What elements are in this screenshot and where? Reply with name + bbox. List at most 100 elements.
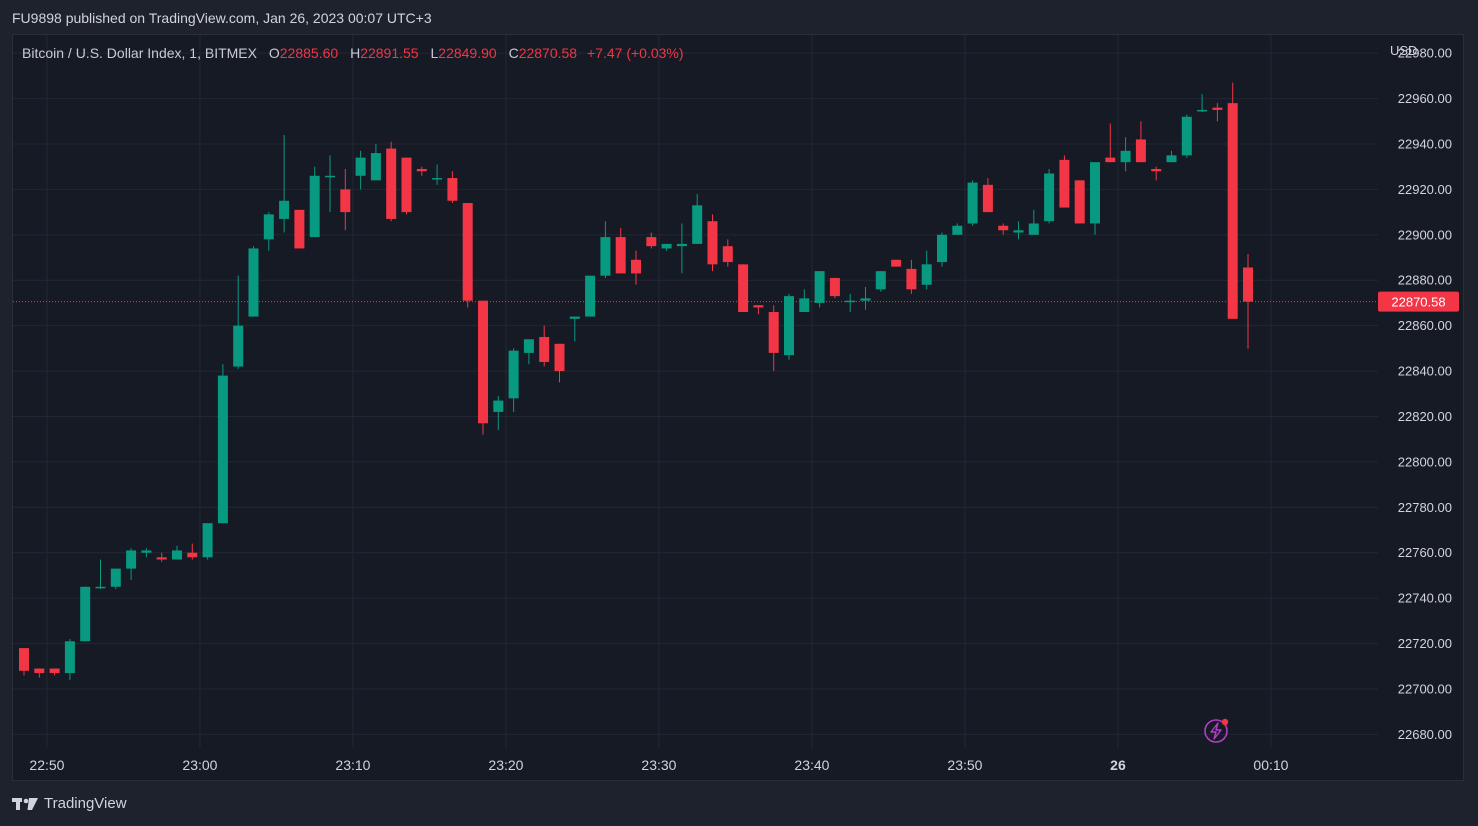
- candle-body: [799, 298, 810, 313]
- candle-body: [1197, 109, 1208, 112]
- close-label: C: [508, 45, 519, 61]
- candle-body: [967, 182, 978, 224]
- candle-body: [906, 268, 917, 290]
- time-tick-label: 23:20: [488, 757, 523, 773]
- candle-body: [692, 205, 703, 244]
- time-axis: 22:50 23:00 23:10 23:20 23:30 23:40 23:50 26 00:…: [29, 757, 1288, 773]
- candle-body: [217, 375, 228, 524]
- price-tick-label: 22700.00: [1398, 681, 1452, 696]
- lightning-alert-icon[interactable]: [1204, 718, 1229, 743]
- time-tick-label: 26: [1110, 757, 1126, 773]
- candle-body: [523, 339, 534, 353]
- candle-body: [661, 243, 672, 249]
- alert-dot: [1221, 718, 1229, 726]
- candle-body: [998, 225, 1009, 231]
- candle-body: [860, 298, 871, 301]
- candle-body: [156, 557, 167, 560]
- candle-body: [462, 203, 473, 301]
- candle-body: [768, 312, 779, 353]
- candle-body: [1243, 267, 1253, 302]
- candle-body: [126, 550, 137, 569]
- candle-body: [1212, 107, 1223, 110]
- published-line: FU9898 published on TradingView.com, Jan…: [12, 10, 432, 26]
- candle-body: [569, 316, 580, 319]
- candle-body: [401, 157, 412, 213]
- close-value: 22870.58: [518, 45, 578, 61]
- candle-body: [676, 243, 687, 247]
- price-tick-label: 22800.00: [1398, 454, 1452, 469]
- price-tick-label: 22820.00: [1398, 409, 1452, 424]
- price-tick-label: 22840.00: [1398, 364, 1452, 379]
- chart-frame[interactable]: [12, 34, 1464, 781]
- currency-label: USD: [1390, 43, 1417, 58]
- candle-body: [1166, 155, 1177, 163]
- symbol-name: Bitcoin / U.S. Dollar Index, 1, BITMEX: [22, 45, 257, 61]
- candle-body: [952, 225, 963, 235]
- time-tick-label: 23:30: [641, 757, 676, 773]
- candle-body: [1059, 159, 1070, 208]
- candle-body: [263, 214, 274, 240]
- candle-body: [19, 648, 29, 671]
- footer-brand[interactable]: TradingView: [12, 795, 127, 812]
- price-tick-label: 22720.00: [1398, 636, 1452, 651]
- high-value: 22891.55: [360, 45, 419, 61]
- candle-body: [1120, 150, 1131, 163]
- candle-body: [554, 343, 565, 372]
- candle-body: [294, 209, 305, 249]
- last-price-label: 22870.58: [1391, 295, 1445, 310]
- candle-body: [416, 168, 427, 172]
- price-tick-label: 22880.00: [1398, 273, 1452, 288]
- time-tick-label: 00:10: [1253, 757, 1288, 773]
- candle-body: [447, 178, 458, 201]
- candle-body: [829, 277, 840, 297]
- candle-body: [982, 184, 993, 213]
- price-tick-label: 22920.00: [1398, 182, 1452, 197]
- low-label: L: [430, 45, 439, 61]
- time-tick-label: 23:40: [794, 757, 829, 773]
- tradingview-logo-icon: [12, 797, 38, 810]
- candle-body: [279, 200, 290, 219]
- candle-body: [370, 153, 381, 181]
- time-tick-label: 22:50: [29, 757, 64, 773]
- candle-body: [248, 248, 259, 317]
- symbol-legend: Bitcoin / U.S. Dollar Index, 1, BITMEX O…: [22, 45, 684, 61]
- price-tick-label: 22680.00: [1398, 727, 1452, 742]
- grid-lines: [13, 35, 1378, 748]
- low-value: 22849.90: [438, 45, 497, 61]
- candle-body: [1028, 223, 1039, 235]
- candle-body: [309, 175, 320, 238]
- open-label: O: [268, 45, 280, 61]
- candle-body: [1227, 103, 1238, 319]
- high-label: H: [350, 45, 361, 61]
- price-tick-label: 22860.00: [1398, 318, 1452, 333]
- candle-body: [386, 148, 397, 219]
- candle-body: [49, 668, 60, 674]
- candle-body: [172, 550, 182, 560]
- candle-body: [1105, 157, 1116, 163]
- candle-body: [202, 523, 213, 558]
- candle-body: [845, 300, 856, 303]
- candle-body: [738, 264, 749, 313]
- candle-body: [1013, 230, 1024, 233]
- candle-body: [891, 259, 902, 267]
- candle-body: [631, 259, 641, 274]
- candles: [19, 82, 1253, 680]
- candle-body: [646, 237, 657, 247]
- candle-body: [141, 550, 152, 553]
- candle-body: [585, 275, 596, 317]
- candle-body: [784, 296, 794, 356]
- price-tick-label: 22960.00: [1398, 91, 1452, 106]
- candle-body: [1044, 173, 1055, 222]
- change-value: +7.47 (+0.03%): [587, 45, 684, 61]
- alert-ring: [1204, 719, 1228, 743]
- candle-body: [937, 234, 947, 263]
- candle-body: [1135, 139, 1146, 163]
- candle-body: [355, 157, 366, 176]
- candle-body: [814, 271, 825, 303]
- price-tick-label: 22980.00: [1398, 46, 1452, 61]
- candle-body: [34, 668, 45, 674]
- candle-body: [753, 305, 764, 308]
- price-tick-label: 22900.00: [1398, 227, 1452, 242]
- price-tick-label: 22740.00: [1398, 591, 1452, 606]
